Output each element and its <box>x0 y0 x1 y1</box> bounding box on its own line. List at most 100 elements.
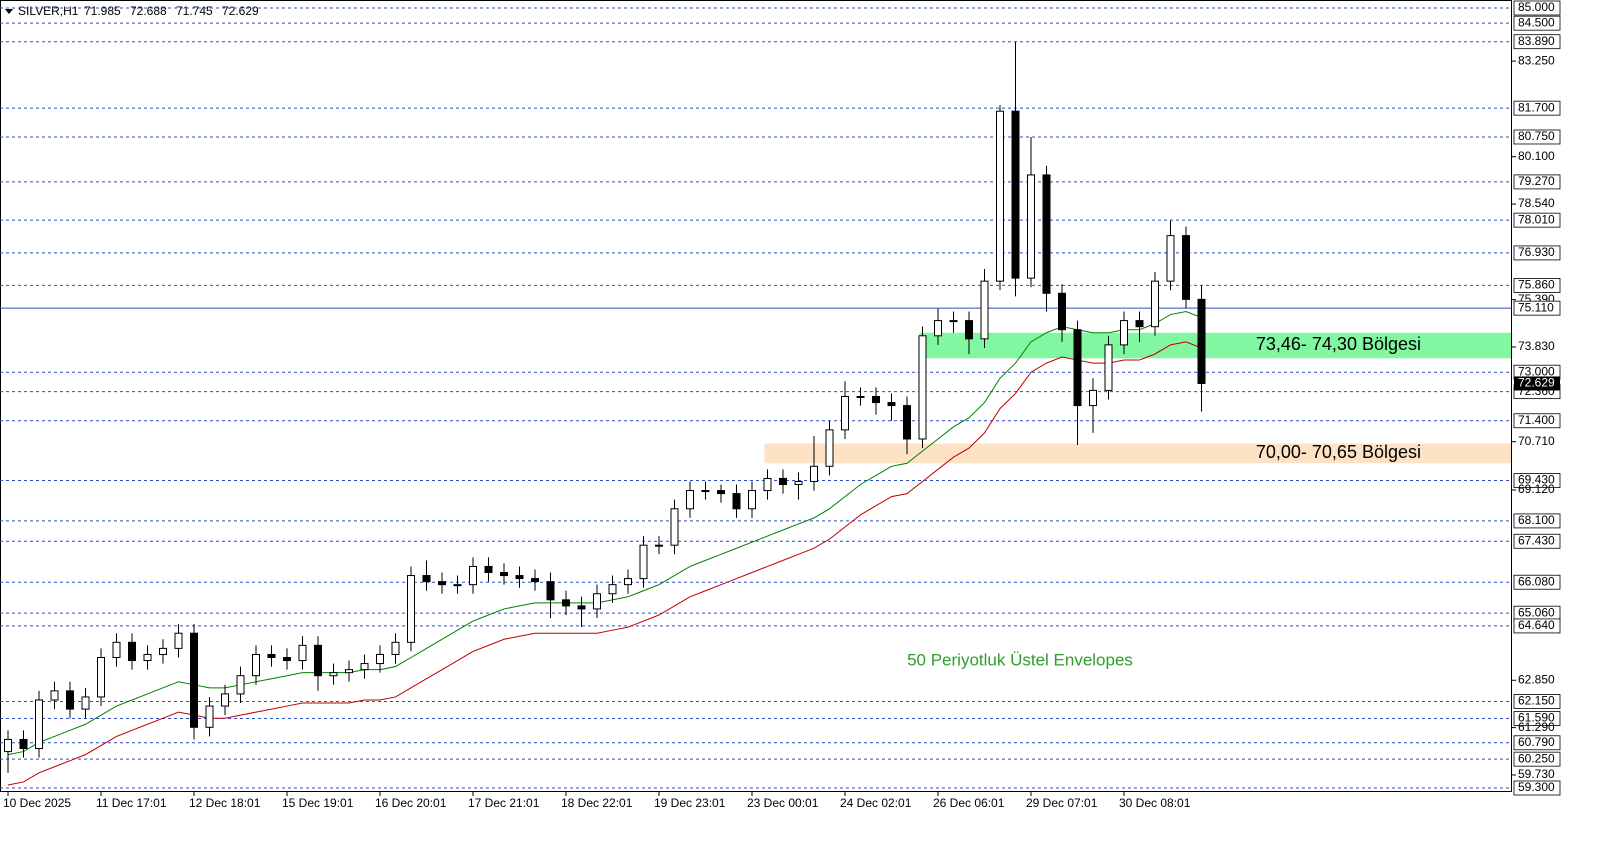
candle-body <box>779 477 787 485</box>
y-tick-label: 61.290 <box>1518 720 1555 734</box>
candle-body <box>143 653 152 662</box>
candle-body <box>1073 329 1082 407</box>
last-price-box <box>1514 376 1560 391</box>
plot-frame <box>0 0 1512 792</box>
candle-body <box>298 644 307 662</box>
candle-body <box>453 584 462 587</box>
candle-body <box>717 490 725 495</box>
level-label-box <box>1513 15 1561 31</box>
candle-body <box>701 490 710 493</box>
candle-body <box>50 690 59 701</box>
level-label: 59.300 <box>1518 780 1555 794</box>
candle-body <box>763 477 772 492</box>
zone-label: 70,00- 70,65 Bölgesi <box>1256 442 1421 462</box>
candle-body <box>438 581 446 586</box>
candle-body <box>174 632 183 649</box>
level-label-box <box>1513 533 1561 549</box>
candle-body <box>314 644 322 677</box>
candle-body <box>329 672 338 677</box>
level-label-box <box>1513 751 1561 767</box>
candle-body <box>562 599 570 607</box>
zone-label: 73,46- 74,30 Bölgesi <box>1256 334 1421 354</box>
level-label-box <box>1513 513 1561 529</box>
y-tick-label: 62.850 <box>1518 672 1555 686</box>
candle-body <box>748 490 756 510</box>
candle-body <box>515 575 524 580</box>
level-label-box <box>1513 174 1561 190</box>
x-tick-label: 24 Dec 02:01 <box>840 796 912 810</box>
candle-body <box>345 669 353 674</box>
level-label-box <box>1513 278 1561 293</box>
candle-body <box>283 656 291 662</box>
candle-body <box>1011 110 1020 279</box>
candle-body <box>1182 235 1190 300</box>
y-tick-label: 69.120 <box>1518 482 1555 496</box>
candle-body <box>841 395 849 431</box>
level-label: 68.100 <box>1518 513 1555 527</box>
candle-body <box>655 544 663 547</box>
candle-body <box>965 320 973 340</box>
y-tick-label: 78.540 <box>1518 196 1555 210</box>
candle-body <box>856 395 865 398</box>
candle-body <box>469 565 477 586</box>
x-tick-label: 15 Dec 19:01 <box>282 796 354 810</box>
level-label-box <box>1513 245 1561 261</box>
candle-body <box>1120 320 1128 346</box>
level-label-box <box>1513 711 1561 726</box>
hline-label-box <box>1513 300 1561 316</box>
candle-body <box>686 490 694 510</box>
x-tick-label: 30 Dec 08:01 <box>1119 796 1191 810</box>
level-label-box <box>1513 212 1561 228</box>
header-high: 72.688 <box>130 4 167 18</box>
candle-body <box>732 493 741 510</box>
candle-body <box>872 395 880 404</box>
candle-body <box>825 429 834 467</box>
level-label: 78.010 <box>1518 212 1555 226</box>
candle-body <box>903 405 911 440</box>
candle-body <box>236 675 245 695</box>
level-label-box <box>1513 780 1561 796</box>
level-label-box <box>1513 0 1561 16</box>
menu-arrow[interactable] <box>5 9 13 14</box>
level-label: 67.430 <box>1518 533 1555 547</box>
level-label: 83.890 <box>1518 34 1555 48</box>
candle-body <box>577 605 586 610</box>
candle-body <box>484 565 493 574</box>
candle-body <box>949 320 958 323</box>
x-tick-label: 23 Dec 00:01 <box>747 796 819 810</box>
level-label: 84.500 <box>1518 15 1555 29</box>
candle-body <box>593 593 601 610</box>
candle-body <box>66 690 74 710</box>
candle-body <box>407 575 415 643</box>
level-label: 81.700 <box>1518 100 1555 114</box>
candle-body <box>205 705 214 728</box>
candle-body <box>97 656 105 698</box>
candle-body <box>624 578 632 586</box>
header-close: 72.629 <box>222 4 259 18</box>
level-label: 61.590 <box>1518 711 1555 725</box>
symbol: SILVER,H1 <box>18 4 79 18</box>
level-label: 69.430 <box>1518 473 1555 487</box>
candle-body <box>159 647 167 655</box>
annotation: 50 Periyotluk Üstel Envelopes <box>907 650 1133 669</box>
candle-body <box>980 280 989 340</box>
candle-body <box>1089 389 1097 407</box>
y-tick-label: 73.830 <box>1518 339 1555 353</box>
candle-body <box>252 653 260 677</box>
candle-body <box>810 465 818 482</box>
level-label-box <box>1513 129 1561 145</box>
y-tick-label: 59.730 <box>1518 767 1555 781</box>
candle-body <box>670 508 679 546</box>
candle-body <box>887 402 896 407</box>
candle-body <box>35 699 43 750</box>
candle-body <box>1027 174 1035 279</box>
x-tick-label: 17 Dec 21:01 <box>468 796 540 810</box>
level-label: 66.080 <box>1518 574 1555 588</box>
level-label: 79.270 <box>1518 174 1555 188</box>
level-label-box <box>1513 735 1561 751</box>
candle-body <box>391 641 400 655</box>
candle-body <box>918 335 927 440</box>
level-label: 75.860 <box>1518 278 1555 292</box>
level-label-box <box>1513 34 1561 50</box>
header-low: 71.745 <box>176 4 213 18</box>
